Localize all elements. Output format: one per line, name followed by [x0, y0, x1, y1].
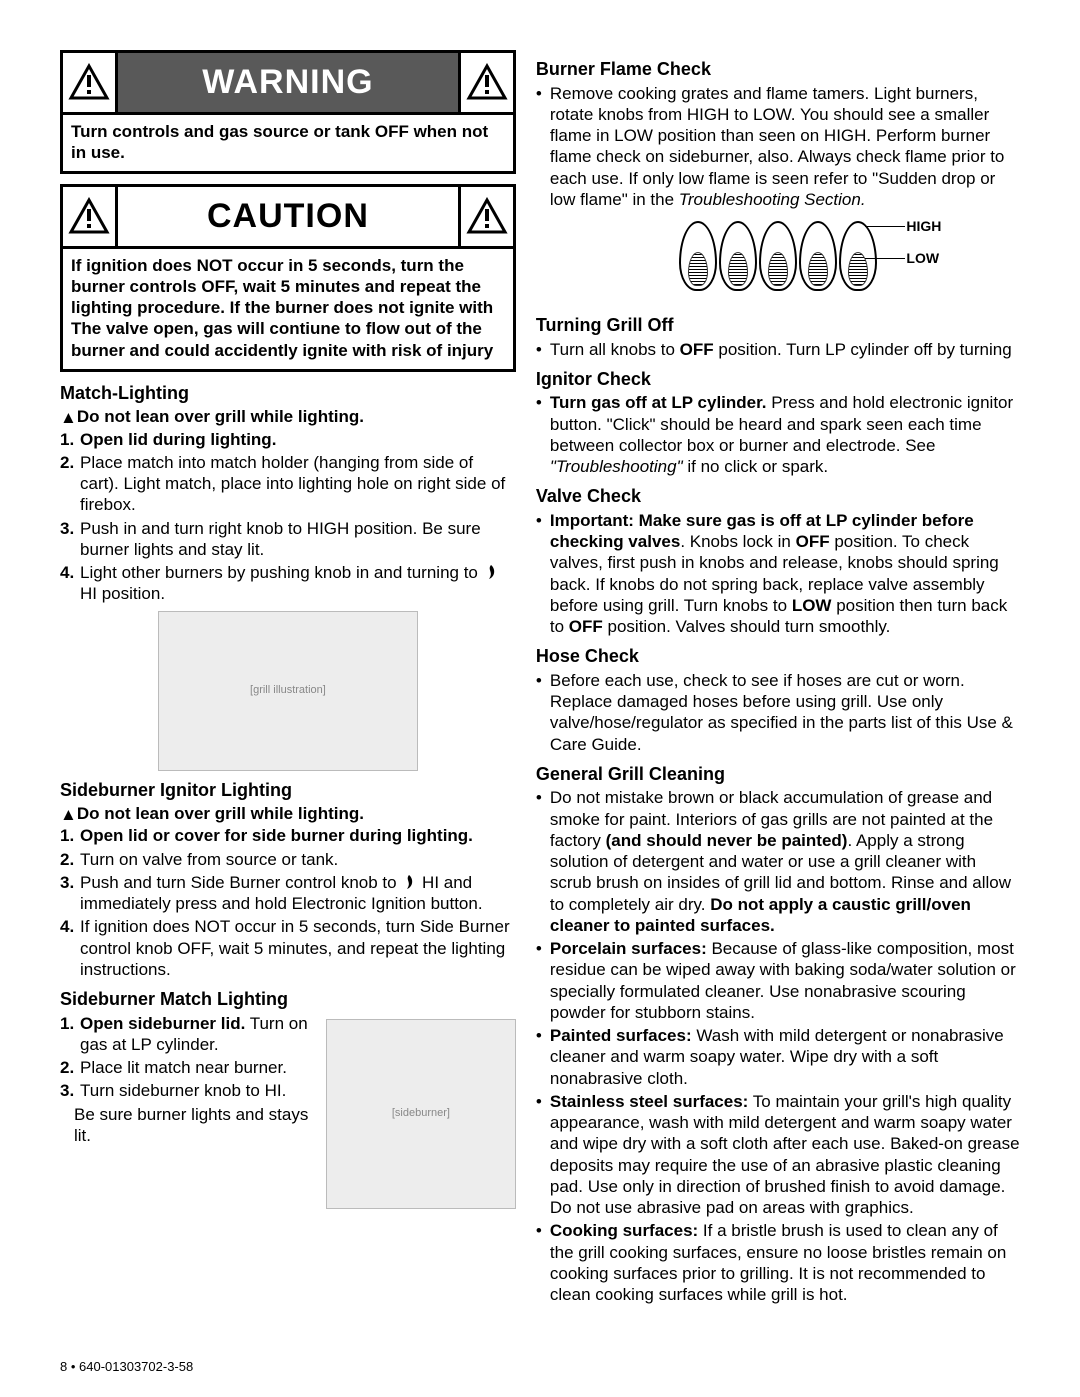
match-lighting-step: 2.Place match into match holder (hanging…: [60, 452, 516, 516]
sideburner-ignitor-step: 2.Turn on valve from source or tank.: [60, 849, 516, 870]
warning-triangle-icon: [458, 53, 513, 112]
sideburner-lean-warning: ▲Do not lean over grill while lighting.: [60, 803, 516, 825]
turning-off-heading: Turning Grill Off: [536, 314, 1021, 337]
triangle-up-icon: ▲: [60, 407, 77, 428]
caution-body: If ignition does NOT occur in 5 seconds,…: [63, 249, 513, 369]
sideburner-ignitor-step: 1.Open lid or cover for side burner duri…: [60, 825, 516, 846]
cleaning-heading: General Grill Cleaning: [536, 763, 1021, 786]
warning-triangle-icon: [63, 53, 118, 112]
valve-check-heading: Valve Check: [536, 485, 1021, 508]
cleaning-porcelain: •Porcelain surfaces: Because of glass-li…: [536, 938, 1021, 1023]
hose-check-heading: Hose Check: [536, 645, 1021, 668]
sideburner-ignitor-heading: Sideburner Ignitor Lighting: [60, 779, 516, 802]
flame-diagram: HIGH LOW: [643, 216, 913, 306]
hose-check-text: •Before each use, check to see if hoses …: [536, 670, 1021, 755]
turning-off-text: •Turn all knobs to OFF position. Turn LP…: [536, 339, 1021, 360]
flame-icon: [401, 874, 417, 890]
match-lighting-step: 4.Light other burners by pushing knob in…: [60, 562, 516, 605]
warning-body: Turn controls and gas source or tank OFF…: [63, 115, 513, 172]
triangle-up-icon: ▲: [60, 804, 77, 825]
caution-box: CAUTION If ignition does NOT occur in 5 …: [60, 184, 516, 372]
grill-lighting-illustration: [grill illustration]: [158, 611, 418, 771]
flame-low-label: LOW: [906, 250, 941, 268]
warning-triangle-icon: [63, 187, 118, 246]
ignitor-check-heading: Ignitor Check: [536, 368, 1021, 391]
burner-flame-heading: Burner Flame Check: [536, 58, 1021, 81]
sideburner-match-heading: Sideburner Match Lighting: [60, 988, 516, 1011]
match-lighting-lean-warning: ▲Do not lean over grill while lighting.: [60, 406, 516, 428]
match-lighting-step: 1.Open lid during lighting.: [60, 429, 516, 450]
sideburner-ignitor-step: 3.Push and turn Side Burner control knob…: [60, 872, 516, 915]
flame-icon: [483, 564, 499, 580]
cleaning-general: •Do not mistake brown or black accumulat…: [536, 787, 1021, 936]
sideburner-illustration: [sideburner]: [326, 1019, 516, 1209]
flame-high-label: HIGH: [906, 218, 941, 236]
cleaning-cooking: •Cooking surfaces: If a bristle brush is…: [536, 1220, 1021, 1305]
warning-box: WARNING Turn controls and gas source or …: [60, 50, 516, 174]
burner-flame-text: •Remove cooking grates and flame tamers.…: [536, 83, 1021, 211]
sideburner-match-step: 1.Open sideburner lid. Turn on gas at LP…: [60, 1013, 318, 1056]
cleaning-stainless: •Stainless steel surfaces: To maintain y…: [536, 1091, 1021, 1219]
sideburner-match-step: 2.Place lit match near burner.: [60, 1057, 318, 1078]
ignitor-check-text: •Turn gas off at LP cylinder. Press and …: [536, 392, 1021, 477]
cleaning-painted: •Painted surfaces: Wash with mild deterg…: [536, 1025, 1021, 1089]
warning-title: WARNING: [118, 53, 458, 112]
match-lighting-heading: Match-Lighting: [60, 382, 516, 405]
caution-title: CAUTION: [118, 187, 458, 246]
page-footer: 8 • 640-01303702-3-58: [60, 1359, 193, 1375]
valve-check-text: •Important: Make sure gas is off at LP c…: [536, 510, 1021, 638]
warning-triangle-icon: [458, 187, 513, 246]
sideburner-ignitor-step: 4.If ignition does NOT occur in 5 second…: [60, 916, 516, 980]
sideburner-match-step: 3.Turn sideburner knob to HI.: [60, 1080, 318, 1101]
match-lighting-step: 3.Push in and turn right knob to HIGH po…: [60, 518, 516, 561]
